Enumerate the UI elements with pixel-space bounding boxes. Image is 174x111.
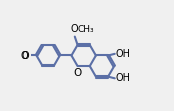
Text: O: O [71, 24, 79, 34]
Text: OH: OH [116, 49, 131, 59]
Text: OH: OH [116, 73, 131, 83]
Text: CH₃: CH₃ [78, 25, 94, 34]
Text: O: O [21, 51, 29, 60]
Text: O: O [73, 68, 82, 78]
Text: O: O [21, 51, 28, 60]
